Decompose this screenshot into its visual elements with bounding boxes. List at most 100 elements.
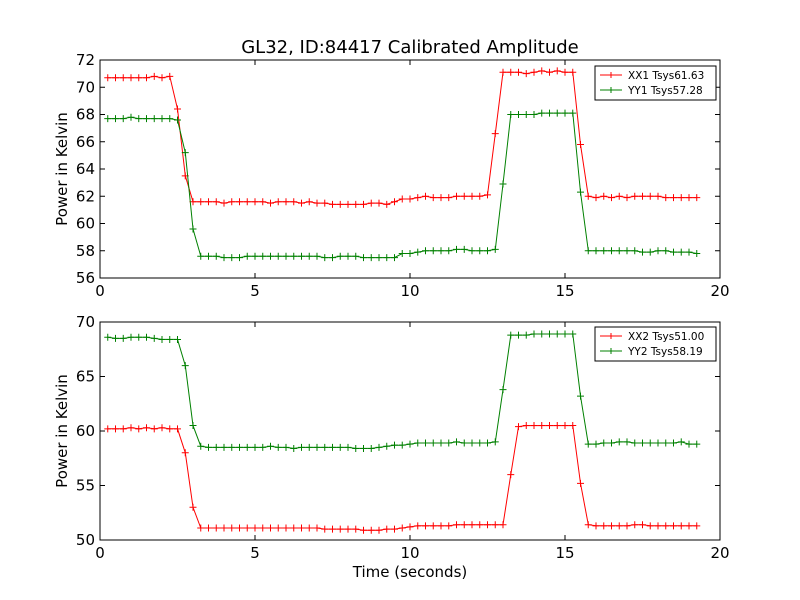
data-point bbox=[383, 442, 391, 450]
data-point bbox=[538, 109, 546, 117]
x-tick-label: 0 bbox=[95, 282, 105, 300]
data-point bbox=[360, 444, 367, 452]
data-point bbox=[546, 68, 553, 76]
data-point bbox=[670, 439, 677, 447]
data-point bbox=[251, 198, 259, 206]
data-point bbox=[127, 424, 135, 432]
data-point bbox=[243, 524, 251, 532]
data-point bbox=[360, 526, 367, 534]
data-point bbox=[391, 254, 398, 262]
data-point bbox=[515, 331, 522, 339]
data-point bbox=[104, 74, 112, 82]
data-point bbox=[437, 522, 445, 530]
legend-marker bbox=[608, 333, 614, 339]
data-point bbox=[267, 524, 274, 532]
data-point bbox=[282, 443, 290, 451]
data-point bbox=[491, 521, 499, 529]
legend-label: XX1 Tsys61.63 bbox=[628, 70, 704, 82]
data-point bbox=[158, 74, 166, 82]
data-point bbox=[166, 72, 174, 80]
data-point bbox=[584, 521, 592, 529]
data-point bbox=[212, 198, 220, 206]
data-point bbox=[662, 194, 670, 202]
data-point bbox=[313, 524, 321, 532]
data-point bbox=[112, 425, 119, 433]
data-point bbox=[174, 335, 181, 343]
data-point bbox=[553, 67, 561, 75]
data-point bbox=[693, 440, 701, 448]
data-point bbox=[243, 252, 251, 260]
x-tick-label: 10 bbox=[400, 544, 419, 562]
data-point bbox=[639, 521, 646, 529]
data-point bbox=[484, 521, 491, 529]
data-point bbox=[150, 425, 158, 433]
data-point bbox=[429, 247, 437, 255]
data-point bbox=[259, 252, 267, 260]
data-point bbox=[406, 523, 414, 531]
data-point bbox=[491, 130, 499, 138]
data-point bbox=[460, 192, 468, 200]
data-point bbox=[631, 247, 639, 255]
data-point bbox=[135, 74, 143, 82]
data-point bbox=[561, 422, 569, 430]
y-tick-label: 64 bbox=[76, 160, 95, 178]
data-point bbox=[577, 140, 584, 148]
x-tick-label: 15 bbox=[555, 544, 574, 562]
data-point bbox=[569, 330, 577, 338]
data-point bbox=[336, 200, 344, 208]
data-point bbox=[274, 198, 282, 206]
data-point bbox=[236, 524, 243, 532]
data-point bbox=[367, 444, 375, 452]
data-point bbox=[181, 362, 189, 370]
data-point bbox=[491, 245, 499, 253]
data-point bbox=[584, 247, 592, 255]
data-point bbox=[220, 199, 228, 207]
data-point bbox=[499, 386, 507, 394]
data-point bbox=[158, 335, 166, 343]
data-point bbox=[228, 443, 236, 451]
y-tick-label: 72 bbox=[76, 51, 95, 69]
y-tick-label: 68 bbox=[76, 106, 95, 124]
data-point bbox=[646, 439, 654, 447]
data-point bbox=[251, 524, 259, 532]
data-point bbox=[104, 425, 112, 433]
data-point bbox=[685, 522, 693, 530]
data-point bbox=[197, 442, 205, 450]
data-point bbox=[391, 525, 398, 533]
data-point bbox=[608, 439, 615, 447]
data-point bbox=[228, 254, 236, 262]
data-point bbox=[274, 443, 282, 451]
data-point bbox=[414, 439, 422, 447]
data-point bbox=[530, 111, 538, 118]
data-point bbox=[267, 442, 274, 450]
x-axis-label: Time (seconds) bbox=[352, 563, 468, 581]
data-point bbox=[414, 194, 422, 202]
data-point bbox=[468, 247, 476, 255]
data-point bbox=[104, 115, 112, 123]
data-point bbox=[166, 425, 174, 433]
data-point bbox=[367, 526, 375, 534]
data-point bbox=[274, 524, 282, 532]
data-point bbox=[577, 479, 584, 487]
data-point bbox=[553, 330, 561, 338]
data-point bbox=[352, 525, 360, 533]
y-tick-label: 60 bbox=[76, 215, 95, 233]
bottom-amplitude-panel: 0 5 10 15 20 50 55 60 65 70 Power in Kelvin Time (s… bbox=[53, 313, 730, 581]
data-point bbox=[654, 192, 662, 200]
data-point bbox=[189, 225, 197, 233]
data-point bbox=[212, 252, 220, 260]
data-point bbox=[367, 199, 375, 207]
data-point bbox=[236, 443, 243, 451]
data-point bbox=[321, 525, 329, 533]
data-point bbox=[600, 522, 608, 530]
data-point bbox=[205, 443, 212, 451]
data-point bbox=[561, 109, 569, 117]
data-point bbox=[592, 522, 600, 530]
data-point bbox=[414, 522, 422, 530]
data-point bbox=[158, 424, 166, 432]
data-point bbox=[592, 440, 600, 448]
legend-box bbox=[594, 326, 717, 362]
data-point bbox=[522, 331, 530, 339]
data-point bbox=[600, 439, 608, 447]
data-point bbox=[468, 439, 476, 447]
